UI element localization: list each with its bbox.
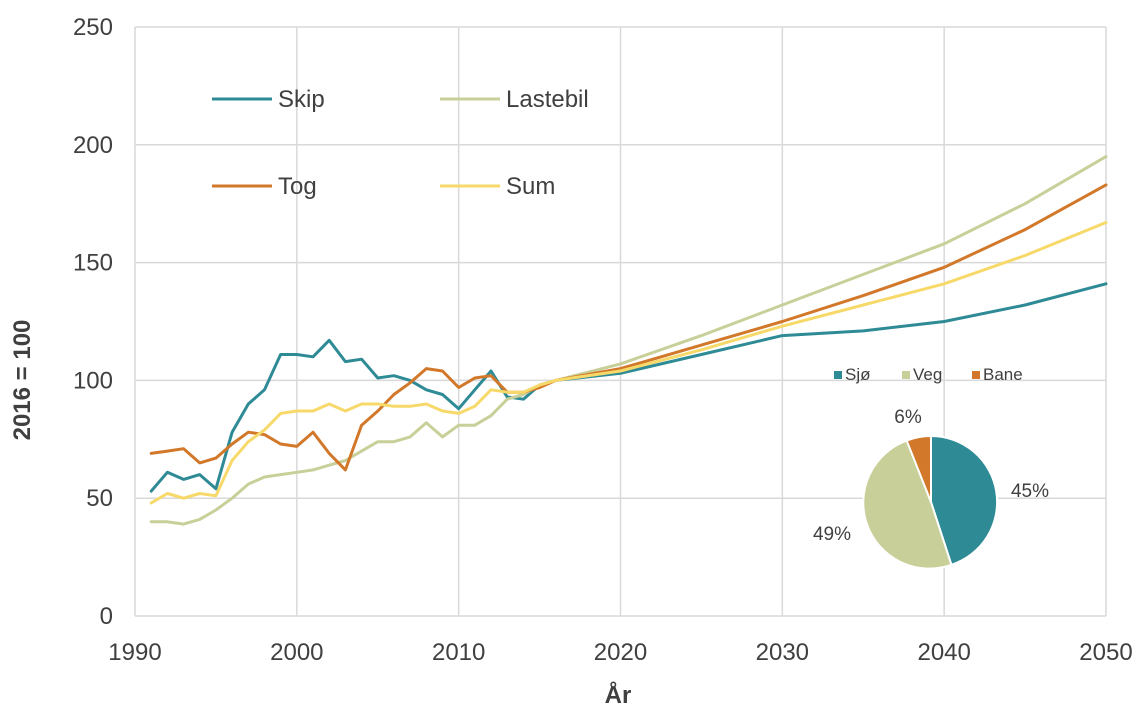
y-tick-label: 50 xyxy=(86,485,113,512)
line-series-group xyxy=(149,155,1108,526)
y-tick-label: 0 xyxy=(100,603,113,630)
legend-label-tog: Tog xyxy=(278,173,317,200)
pie-legend-label-veg: Veg xyxy=(913,365,942,384)
pie-data-label: 45% xyxy=(1011,481,1049,502)
pie-chart: 45% 49% 6% xyxy=(813,407,1049,570)
x-tick-label: 2050 xyxy=(1079,639,1132,666)
y-tick-label: 200 xyxy=(73,132,113,159)
tick-labels: 0 50 100 150 200 250 1990 2000 2010 2020 2030 2040 2… xyxy=(73,14,1133,666)
legend-label-lastebil: Lastebil xyxy=(506,86,589,113)
pie-legend-swatch-veg xyxy=(902,371,910,379)
y-tick-label: 150 xyxy=(73,250,113,277)
pie-legend: Sjø Veg Bane xyxy=(834,365,1023,384)
x-tick-label: 2040 xyxy=(917,639,970,666)
pie-legend-swatch-bane xyxy=(972,371,980,379)
grid xyxy=(134,26,1107,617)
legend: Skip Lastebil Tog Sum xyxy=(212,86,589,200)
series-line-skip xyxy=(149,282,1108,493)
pie-legend-label-sjø: Sjø xyxy=(845,365,871,384)
pie-legend-label-bane: Bane xyxy=(983,365,1023,384)
pie-slice-sjø xyxy=(930,434,999,567)
series-line-tog xyxy=(149,183,1108,472)
y-tick-label: 100 xyxy=(73,367,113,394)
series-line-lastebil xyxy=(149,155,1108,526)
legend-label-sum: Sum xyxy=(506,173,555,200)
x-tick-label: 2010 xyxy=(432,639,485,666)
x-tick-label: 2030 xyxy=(756,639,809,666)
x-tick-label: 2020 xyxy=(594,639,647,666)
pie-slice-veg xyxy=(862,439,953,570)
pie-legend-swatch-sjø xyxy=(834,371,842,379)
y-tick-label: 250 xyxy=(73,14,113,41)
pie-data-label: 6% xyxy=(894,407,922,428)
series-line-sum xyxy=(149,221,1108,505)
y-axis-title: 2016 = 100 xyxy=(9,320,36,441)
legend-label-skip: Skip xyxy=(278,86,325,113)
x-tick-label: 2000 xyxy=(270,639,323,666)
pie-data-label: 49% xyxy=(813,524,851,545)
x-tick-label: 1990 xyxy=(108,639,161,666)
pie-slice-bane xyxy=(905,434,932,503)
x-axis-title: År xyxy=(605,681,632,709)
